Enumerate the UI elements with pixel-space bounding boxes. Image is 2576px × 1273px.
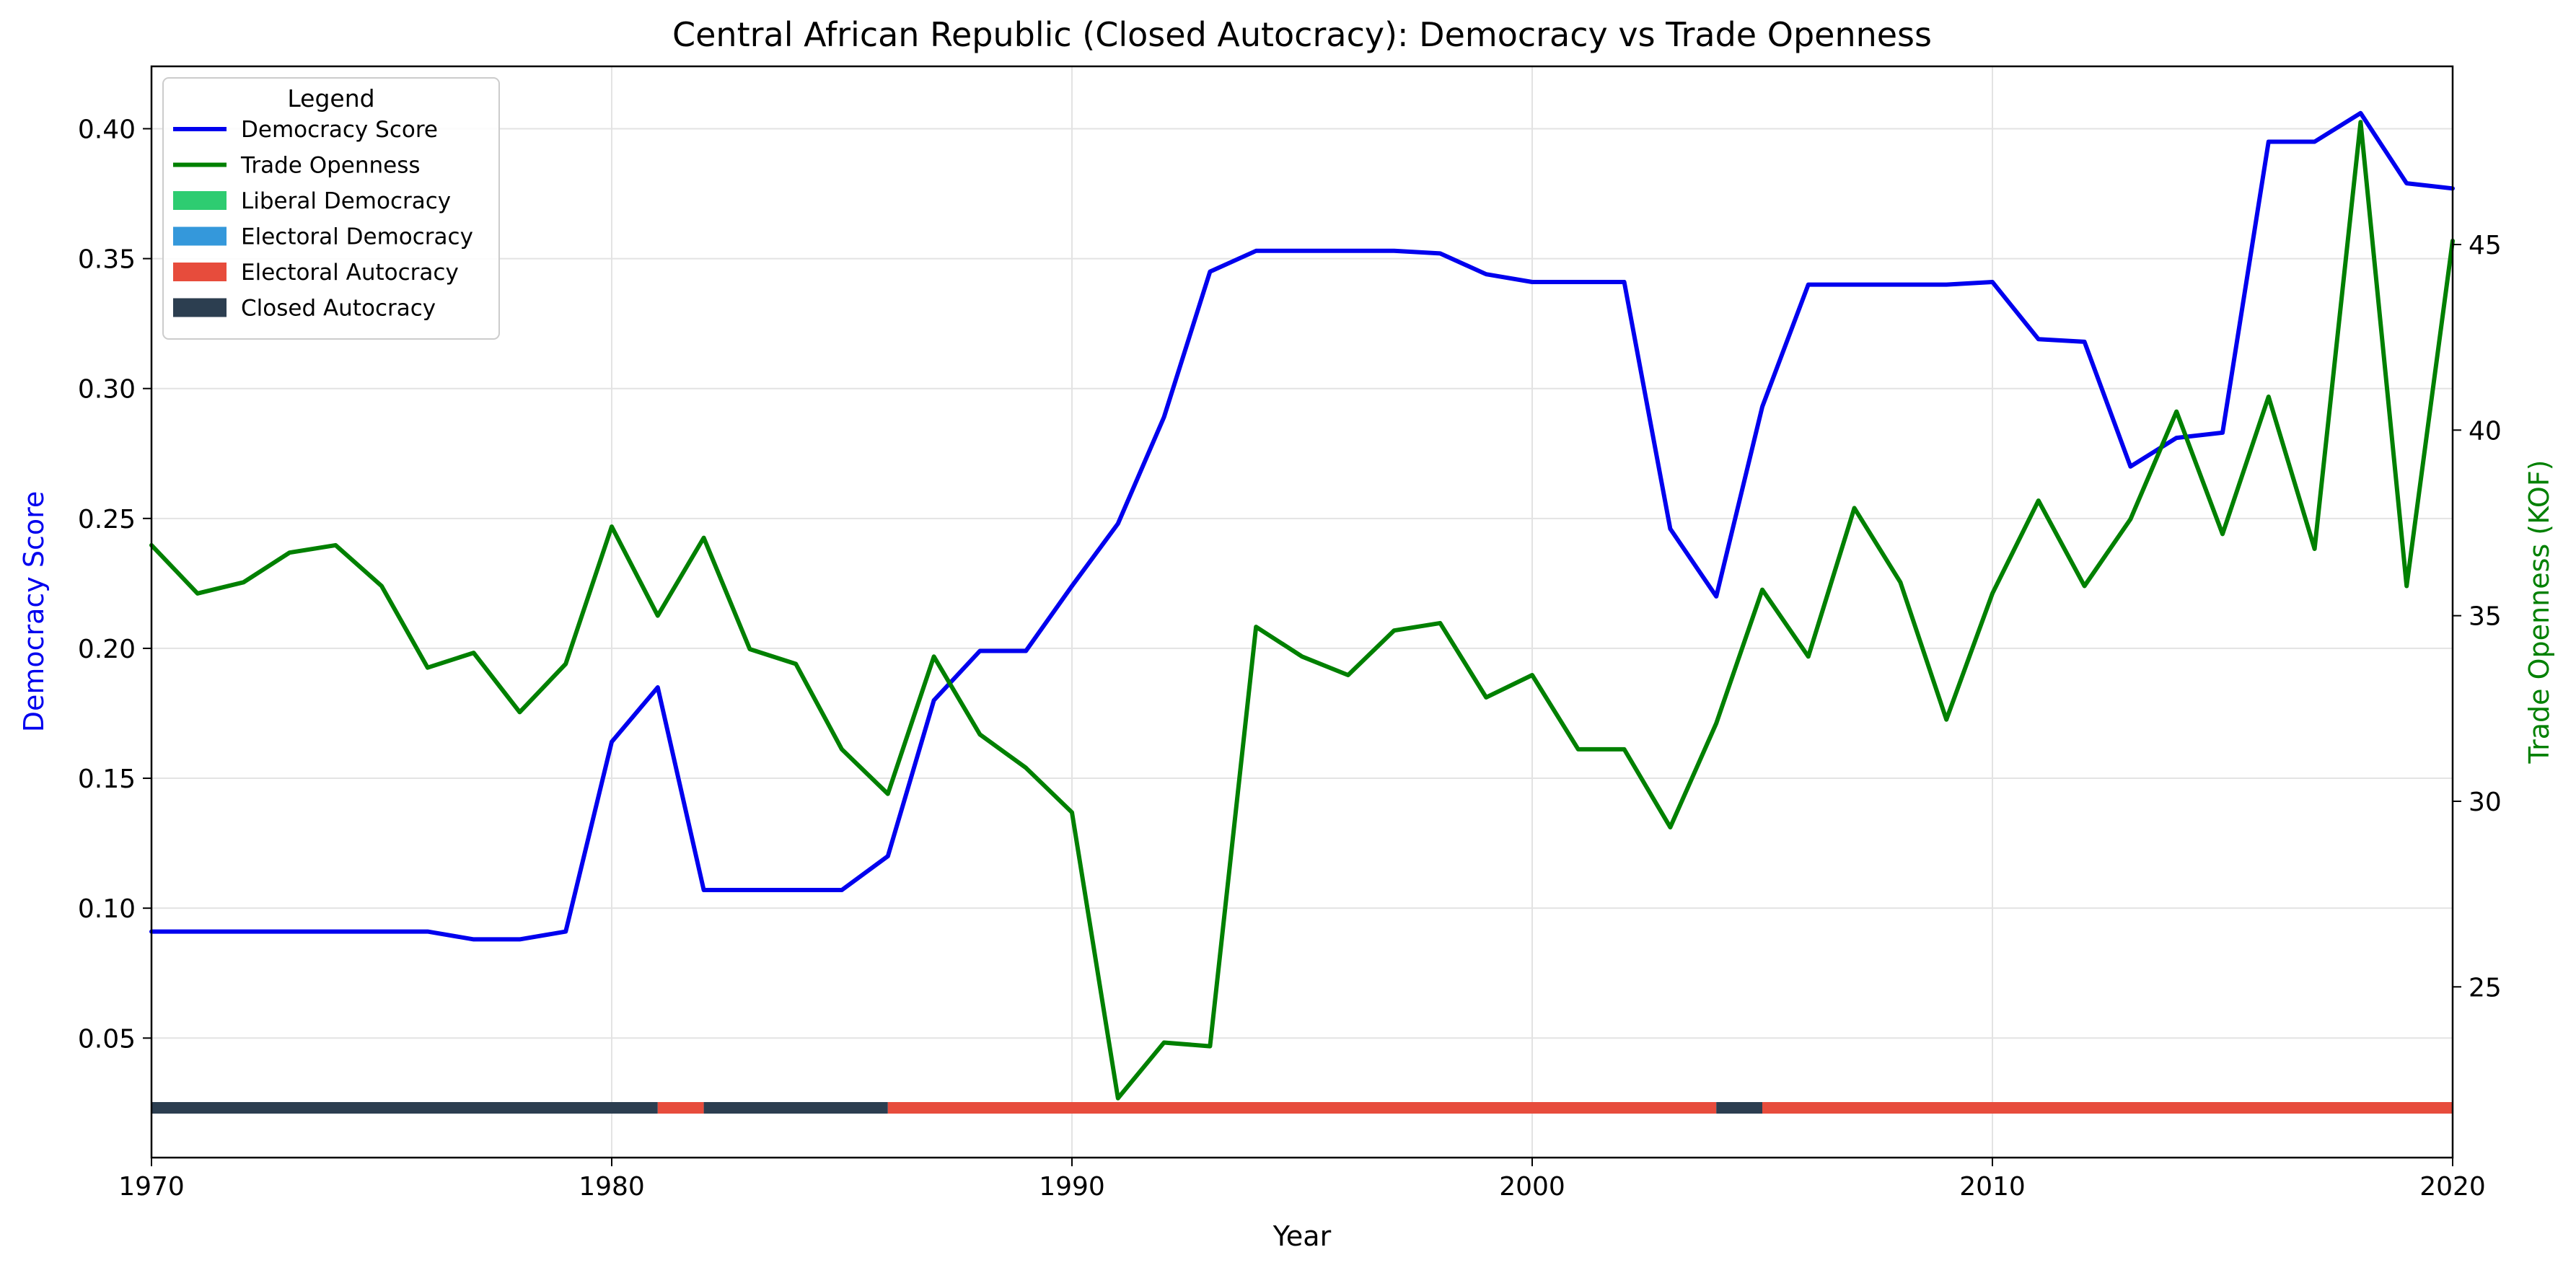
y-left-tick-label: 0.15 xyxy=(78,765,136,794)
legend-patch-swatch xyxy=(173,298,227,317)
legend-box xyxy=(162,77,500,340)
legend-patch-swatch xyxy=(173,191,227,210)
regime-segment xyxy=(703,1102,888,1114)
legend-title: Legend xyxy=(287,84,374,113)
x-tick-label: 2010 xyxy=(1959,1172,2026,1202)
trade-openness-line xyxy=(149,120,2455,1101)
legend-entry-label: Closed Autocracy xyxy=(241,296,436,322)
y-left-tick-label: 0.10 xyxy=(78,894,136,924)
series-lines xyxy=(149,110,2455,1101)
x-tick-label: 2000 xyxy=(1499,1172,1565,1202)
plot-frame xyxy=(150,65,2454,1159)
y-right-tick-label: 40 xyxy=(2469,416,2502,446)
legend-patch-swatch xyxy=(173,263,227,281)
y-right-tick-label: 30 xyxy=(2469,788,2502,817)
y-left-tick-label: 0.20 xyxy=(78,635,136,664)
y-left-tick-label: 0.35 xyxy=(78,245,136,275)
y-left-tick-label: 0.30 xyxy=(78,375,136,405)
regime-segment xyxy=(1716,1102,1762,1114)
y-right-tick-label: 25 xyxy=(2469,973,2502,1003)
axes: 1970 1980 1990 2000 2010 2020 0.05 0.10 0.15 0.20… xyxy=(78,115,2502,1202)
regime-segment xyxy=(151,1102,658,1114)
legend-entry-label: Electoral Autocracy xyxy=(241,260,459,286)
legend: Legend Democracy Score Trade Openness Libe… xyxy=(162,77,500,340)
legend-entry-label: Democracy Score xyxy=(241,117,438,143)
y-axis-right-label: Trade Openness (KOF) xyxy=(2523,459,2555,764)
x-tick-label: 1980 xyxy=(579,1172,645,1202)
legend-entry-label: Electoral Democracy xyxy=(241,224,473,250)
legend-entry-label: Trade Openness xyxy=(240,153,421,179)
legend-entries: Democracy Score Trade Openness Liberal Dem… xyxy=(173,117,473,322)
legend-entry-label: Liberal Democracy xyxy=(241,188,451,214)
y-left-tick-label: 0.05 xyxy=(78,1024,136,1054)
chart-title: Central African Republic (Closed Autocra… xyxy=(672,15,1932,54)
y-axis-left-label: Democracy Score xyxy=(18,491,50,733)
regime-segment xyxy=(657,1102,704,1114)
regime-bar xyxy=(151,1102,2453,1114)
x-tick-label: 2020 xyxy=(2419,1172,2486,1202)
x-tick-label: 1970 xyxy=(118,1172,185,1202)
y-right-tick-label: 45 xyxy=(2469,231,2502,260)
regime-segment xyxy=(1762,1102,2453,1114)
grid xyxy=(151,66,2453,1158)
y-left-tick-label: 0.25 xyxy=(78,505,136,534)
legend-patch-swatch xyxy=(173,226,227,246)
x-axis-label: Year xyxy=(1272,1220,1332,1252)
democracy-score-line xyxy=(149,110,2455,942)
regime-segment xyxy=(887,1102,1717,1114)
x-tick-label: 1990 xyxy=(1039,1172,1105,1202)
y-left-tick-label: 0.40 xyxy=(78,115,136,144)
y-right-tick-label: 35 xyxy=(2469,602,2502,632)
